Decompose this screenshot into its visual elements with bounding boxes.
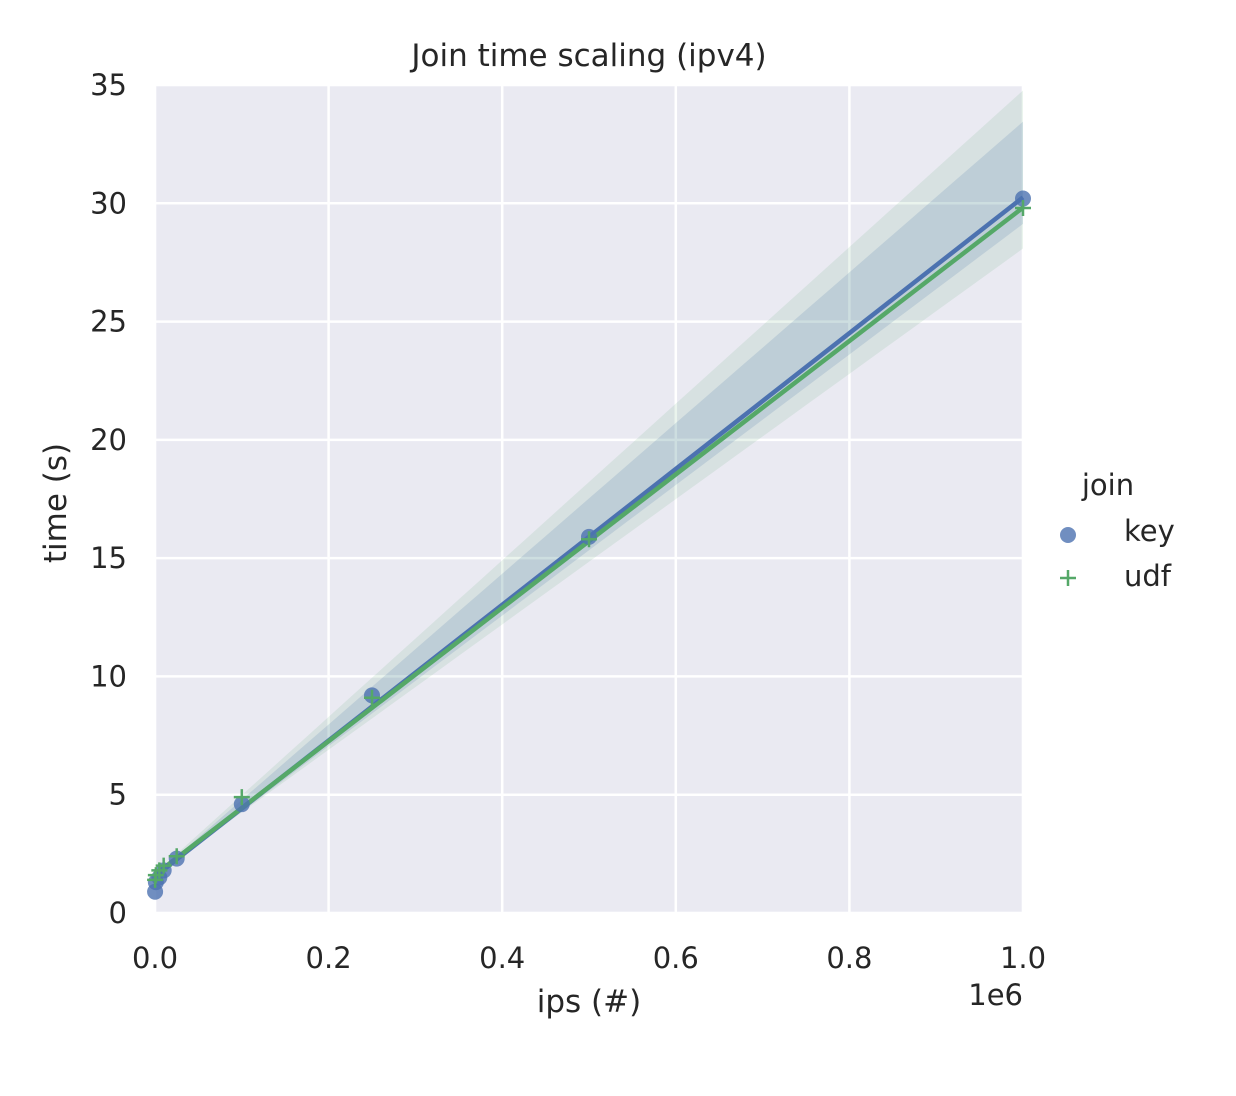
y-tick-labels: 0 5 10 15 20 25 30 35	[90, 68, 127, 930]
point-udf	[1015, 200, 1031, 217]
legend: join key udf	[1060, 468, 1175, 593]
y-tick-label: 10	[90, 659, 127, 693]
point-udf	[233, 789, 250, 806]
x-tick-label: 0.0	[132, 941, 178, 975]
chart-title: Join time scaling (ipv4)	[409, 38, 766, 74]
y-tick-label: 5	[109, 778, 127, 812]
legend-marker-key	[1060, 527, 1076, 543]
y-tick-label: 35	[90, 68, 127, 102]
point-udf	[581, 531, 597, 548]
y-tick-label: 25	[90, 305, 127, 339]
point-udf	[364, 689, 380, 706]
x-offset-label: 1e6	[968, 978, 1023, 1012]
y-axis-label: time (s)	[38, 443, 74, 563]
point-key	[1015, 190, 1031, 207]
point-udf	[155, 857, 172, 874]
y-tick-label: 0	[109, 896, 127, 930]
point-udf	[168, 848, 185, 865]
x-tick-label: 0.4	[479, 941, 525, 975]
y-tick-label: 30	[90, 186, 127, 220]
legend-title: join	[1081, 468, 1134, 502]
y-tick-label: 20	[90, 423, 127, 457]
confidence-band-udf	[155, 90, 1023, 876]
x-axis-label: ips (#)	[537, 984, 641, 1020]
x-tick-labels: 0.0 0.2 0.4 0.6 0.8 1.0	[132, 941, 1046, 975]
legend-label-key: key	[1124, 514, 1175, 548]
legend-label-udf: udf	[1124, 559, 1172, 593]
x-tick-label: 0.8	[826, 941, 872, 975]
x-tick-label: 1.0	[1000, 941, 1046, 975]
legend-marker-udf	[1060, 570, 1076, 586]
y-tick-label: 15	[90, 541, 127, 575]
data-points	[147, 190, 1031, 900]
grid	[153, 83, 1025, 915]
x-tick-label: 0.6	[653, 941, 699, 975]
plot-area	[155, 85, 1023, 913]
x-tick-label: 0.2	[306, 941, 352, 975]
